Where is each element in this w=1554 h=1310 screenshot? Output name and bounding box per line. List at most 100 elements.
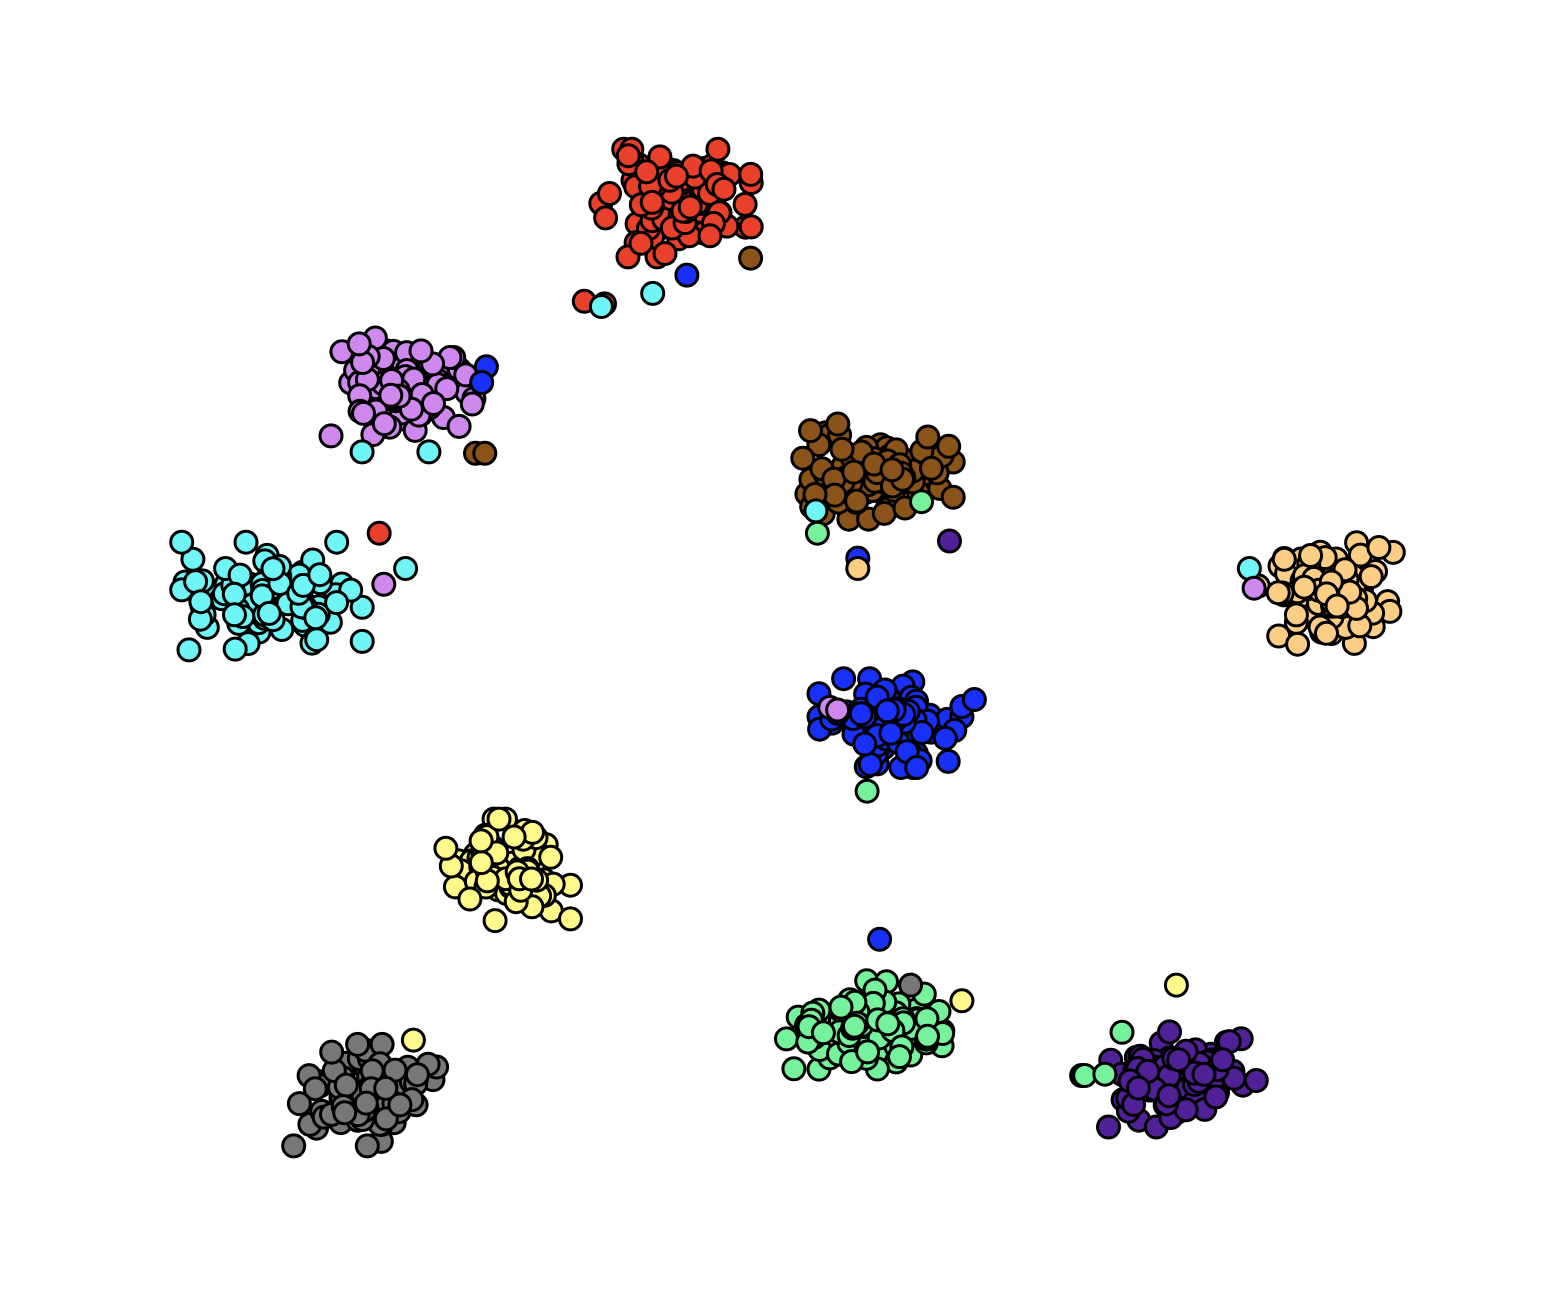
scatter-point-stray (804, 520, 830, 546)
scatter-point-cyan (183, 569, 209, 595)
scatter-point-purple (1157, 1019, 1182, 1045)
scatter-point-brown (790, 445, 816, 471)
scatter-point-brown (825, 411, 851, 437)
scatter-point-tan (1271, 546, 1297, 572)
scatter-point-violet (446, 413, 472, 439)
scatter-point-purple (1243, 1068, 1269, 1093)
scatter-point-violet (459, 391, 485, 417)
scatter-point-stray (1163, 972, 1189, 998)
scatter-point-blue (904, 755, 930, 780)
scatter-point-blue (874, 698, 900, 724)
scatter-point-red (652, 241, 678, 266)
scatter-point-yellow (457, 886, 483, 912)
scatter-point-blue (878, 720, 904, 746)
scatter-point-green (875, 1011, 901, 1037)
scatter-point-gray (333, 1072, 359, 1098)
scatter-point-stray (472, 440, 498, 466)
scatter-point-cyan (260, 556, 286, 582)
scatter-point-cyan (349, 628, 375, 654)
scatter-point-gray (404, 1062, 430, 1088)
scatter-point-brown (879, 457, 905, 483)
scatter-point-tan (1366, 535, 1392, 560)
scatter-point-cyan (221, 581, 247, 607)
scatter-point-green (887, 1044, 912, 1070)
scatter-point-brown (918, 455, 944, 481)
scatter-point-stray (400, 1027, 426, 1053)
scatter-point-stray (674, 262, 700, 288)
scatter-point-yellow (538, 844, 564, 870)
scatter-point-gray (387, 1092, 413, 1118)
scatter-point-stray (1072, 1063, 1098, 1088)
scatter-point-cyan (233, 529, 259, 555)
scatter-point-tan (1285, 631, 1311, 657)
scatter-point-gray (353, 1090, 379, 1116)
scatter-point-red (597, 181, 622, 206)
scatter-point-tan (1358, 564, 1384, 590)
scatter-point-red (711, 176, 737, 202)
scatter-point-purple (1125, 1075, 1151, 1101)
scatter-point-green (842, 1013, 867, 1039)
scatter-point-stray (949, 988, 975, 1014)
scatter-point-cyan (176, 637, 202, 663)
scatter-point-cyan (303, 605, 329, 631)
scatter-point-blue (852, 731, 878, 757)
scatter-point-red (634, 159, 660, 185)
scatter-point-cyan (222, 602, 247, 628)
scatter-point-blue (935, 748, 961, 774)
scatter-point-green (855, 1039, 881, 1065)
scatter-point-violet (421, 391, 446, 416)
scatter-point-stray (1241, 575, 1267, 601)
scatter-point-stray (738, 245, 764, 271)
scatter-point-stray (393, 556, 419, 581)
scatter-point-stray (825, 697, 851, 723)
scatter-point-stray (854, 778, 880, 804)
scatter-point-blue (831, 666, 857, 692)
scatter-point-cyan (222, 636, 248, 662)
scatter-point-gray (302, 1076, 328, 1102)
scatter-point-yellow (501, 824, 527, 850)
scatter-point-red (677, 194, 703, 220)
scatter-point-red (732, 191, 758, 217)
scatter-point-cyan (256, 600, 282, 626)
scatter-point-stray (937, 528, 962, 554)
scatter-point-yellow (558, 906, 583, 932)
scatter-point-purple (1210, 1047, 1236, 1073)
scatter-point-stray (898, 972, 924, 998)
scatter-point-stray (961, 687, 987, 712)
scatter-point-violet (346, 331, 372, 357)
scatter-point-cyan (169, 529, 195, 555)
scatter-point-purple (1203, 1084, 1229, 1110)
scatter-point-yellow (486, 806, 512, 832)
scatter-point-cyan (324, 590, 350, 616)
scatter-point-stray (416, 439, 442, 465)
scatter-point-stray (366, 520, 392, 546)
scatter-point-green (828, 994, 854, 1020)
scatter-point-red (628, 230, 654, 256)
scatter-point-gray (354, 1133, 380, 1159)
scatter-point-green (810, 1020, 836, 1046)
scatter-point-yellow (519, 866, 544, 892)
scatter-point-violet (371, 411, 397, 437)
scatter-points (169, 136, 1406, 1159)
scatter-point-tan (1298, 543, 1324, 568)
scatter-point-gray (332, 1100, 358, 1126)
scatter-point-stray (469, 370, 495, 395)
scatter-point-stray (640, 280, 666, 306)
scatter-point-stray (1109, 1019, 1135, 1045)
scatter-point-stray (803, 498, 829, 524)
scatter-point-brown (915, 424, 941, 450)
scatter-point-tan (1324, 593, 1350, 619)
scatter-point-blue (848, 701, 874, 727)
scatter-point-gray (319, 1039, 345, 1065)
scatter-point-gray (281, 1133, 307, 1159)
scatter-point-red (593, 205, 619, 231)
scatter-point-cyan (307, 562, 333, 588)
scatter-point-brown (841, 459, 867, 485)
scatter-point-violet (408, 338, 434, 364)
scatter-point-stray (867, 926, 893, 952)
scatter-point-blue (932, 725, 958, 751)
scatter-point-red (615, 143, 641, 169)
scatter-point-yellow (433, 835, 459, 861)
scatter-point-purple (1166, 1047, 1192, 1073)
scatter-point-violet (378, 382, 404, 408)
